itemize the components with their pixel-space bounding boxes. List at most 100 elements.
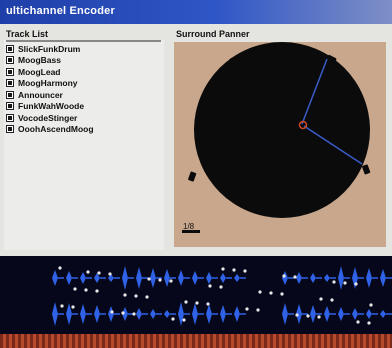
- track-checkbox[interactable]: [6, 102, 14, 111]
- automation-point[interactable]: [319, 297, 323, 301]
- automation-point[interactable]: [171, 317, 175, 321]
- waveform-peak: [136, 267, 142, 289]
- waveform-peak: [192, 303, 198, 325]
- track-checkbox[interactable]: [6, 79, 14, 88]
- automation-point[interactable]: [73, 287, 77, 291]
- automation-point[interactable]: [306, 314, 310, 318]
- automation-point[interactable]: [158, 278, 162, 282]
- automation-point[interactable]: [86, 270, 90, 274]
- automation-point[interactable]: [208, 284, 212, 288]
- automation-point[interactable]: [121, 311, 125, 315]
- speaker-left-front-icon[interactable]: [229, 55, 240, 65]
- track-item[interactable]: MoogHarmony: [6, 78, 164, 90]
- track-item[interactable]: Announcer: [6, 89, 164, 101]
- waveform-peak: [352, 267, 358, 289]
- automation-point[interactable]: [354, 282, 358, 286]
- track-item[interactable]: OoohAscendMoog: [6, 124, 164, 136]
- surround-panner-label: Surround Panner: [176, 29, 250, 39]
- waveform-canvas[interactable]: [0, 256, 392, 334]
- waveform-peak: [366, 268, 372, 288]
- automation-point[interactable]: [282, 274, 286, 278]
- surround-panner-canvas[interactable]: 1/8: [174, 42, 386, 247]
- waveform-peak: [338, 307, 344, 321]
- automation-point[interactable]: [243, 269, 247, 273]
- automation-point[interactable]: [132, 312, 136, 316]
- automation-point[interactable]: [58, 266, 62, 270]
- automation-point[interactable]: [71, 305, 75, 309]
- track-checkbox[interactable]: [6, 44, 14, 53]
- speaker-right-front-icon[interactable]: [326, 54, 337, 64]
- waveform-peak: [150, 268, 156, 288]
- waveform-peak: [136, 308, 142, 320]
- automation-point[interactable]: [134, 294, 138, 298]
- waveform-peak: [122, 266, 128, 290]
- automation-point[interactable]: [221, 267, 225, 271]
- track-checkbox[interactable]: [6, 125, 14, 134]
- waveform-peak: [324, 306, 330, 322]
- automation-point[interactable]: [369, 303, 373, 307]
- waveform-peak: [52, 302, 58, 326]
- track-checkbox[interactable]: [6, 56, 14, 65]
- waveform-timeline[interactable]: [0, 256, 392, 348]
- automation-point[interactable]: [332, 280, 336, 284]
- track-checkbox[interactable]: [6, 113, 14, 122]
- automation-point[interactable]: [195, 301, 199, 305]
- track-checkbox[interactable]: [6, 90, 14, 99]
- automation-point[interactable]: [182, 318, 186, 322]
- automation-point[interactable]: [330, 298, 334, 302]
- automation-point[interactable]: [367, 321, 371, 325]
- track-item[interactable]: SlickFunkDrum: [6, 43, 164, 55]
- automation-point[interactable]: [258, 290, 262, 294]
- track-list-label: Track List: [6, 29, 49, 39]
- timeline-ruler[interactable]: [0, 334, 392, 348]
- waveform-peak: [310, 273, 316, 283]
- automation-point[interactable]: [219, 285, 223, 289]
- waveform-peak: [206, 272, 212, 284]
- track-label: MoogLead: [18, 66, 61, 77]
- waveform-peak: [234, 274, 240, 282]
- track-item[interactable]: FunkWahWoode: [6, 101, 164, 113]
- track-item[interactable]: MoogLead: [6, 66, 164, 78]
- surround-panner[interactable]: 1/8: [174, 42, 386, 247]
- waveform-peak: [178, 270, 184, 286]
- automation-point[interactable]: [343, 281, 347, 285]
- automation-point[interactable]: [245, 307, 249, 311]
- track-label: FunkWahWoode: [18, 101, 85, 112]
- track-item[interactable]: MoogBass: [6, 55, 164, 67]
- automation-point[interactable]: [317, 315, 321, 319]
- automation-point[interactable]: [295, 313, 299, 317]
- automation-point[interactable]: [206, 302, 210, 306]
- waveform-peak: [296, 272, 302, 284]
- panner-field[interactable]: [194, 42, 370, 218]
- automation-point[interactable]: [147, 277, 151, 281]
- automation-point[interactable]: [280, 292, 284, 296]
- track-label: VocodeStinger: [18, 112, 78, 123]
- automation-point[interactable]: [60, 304, 64, 308]
- speaker-right-surround-icon[interactable]: [362, 164, 371, 175]
- window-title: ultichannel Encoder: [6, 5, 115, 17]
- automation-point[interactable]: [269, 291, 273, 295]
- automation-point[interactable]: [123, 293, 127, 297]
- automation-point[interactable]: [108, 272, 112, 276]
- automation-point[interactable]: [356, 320, 360, 324]
- automation-point[interactable]: [232, 268, 236, 272]
- waveform-peak: [66, 271, 72, 285]
- speaker-left-surround-icon[interactable]: [188, 171, 197, 182]
- waveform-peak: [108, 306, 114, 322]
- track-item[interactable]: VocodeStinger: [6, 112, 164, 124]
- automation-point[interactable]: [145, 295, 149, 299]
- track-label: MoogHarmony: [18, 78, 78, 89]
- track-list-selection-bar: [6, 40, 161, 42]
- automation-point[interactable]: [97, 271, 101, 275]
- automation-point[interactable]: [169, 279, 173, 283]
- automation-point[interactable]: [84, 288, 88, 292]
- automation-point[interactable]: [110, 310, 114, 314]
- track-label: MoogBass: [18, 55, 61, 66]
- automation-point[interactable]: [293, 275, 297, 279]
- automation-point[interactable]: [95, 289, 99, 293]
- automation-point[interactable]: [184, 300, 188, 304]
- automation-point[interactable]: [256, 308, 260, 312]
- track-checkbox[interactable]: [6, 67, 14, 76]
- track-list[interactable]: SlickFunkDrum MoogBass MoogLead MoogHarm…: [4, 40, 164, 250]
- pan-source-handle[interactable]: [298, 120, 308, 130]
